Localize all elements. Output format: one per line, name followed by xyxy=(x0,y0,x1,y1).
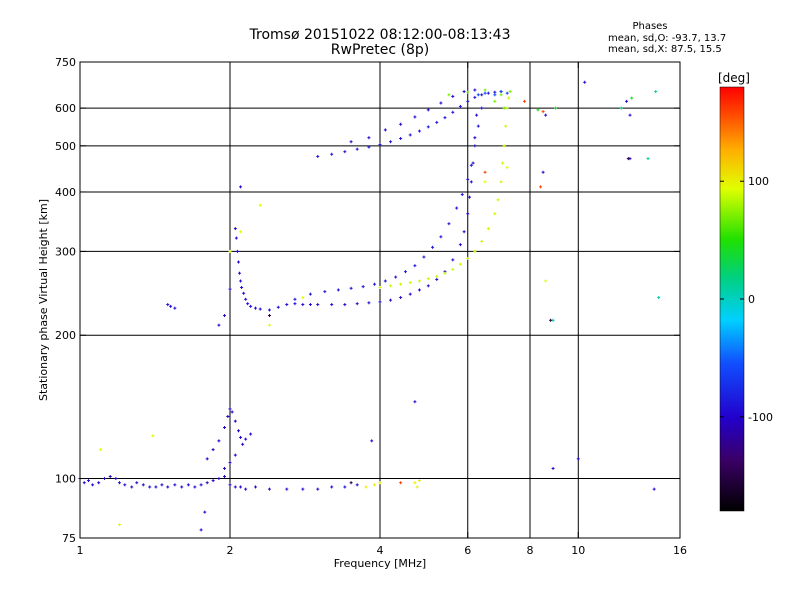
x-tick-label: 16 xyxy=(673,544,687,557)
x-tick-label: 10 xyxy=(571,544,585,557)
phases-o-stats: mean, sd,O: -93.7, 13.7 xyxy=(608,33,727,44)
y-axis-label: Stationary phase Virtual Height [km] xyxy=(37,199,50,401)
phases-title: Phases xyxy=(632,21,668,32)
y-tick-label: 300 xyxy=(55,245,76,258)
grid-lines xyxy=(80,62,680,538)
colorbar-ticks: 100 0 -100 xyxy=(720,175,773,424)
y-tick-label: 500 xyxy=(55,140,76,153)
y-tick-label: 75 xyxy=(62,532,76,545)
axis-ticks xyxy=(79,61,681,539)
y-tick-label: 600 xyxy=(55,102,76,115)
chart-subtitle: RwPretec (8p) xyxy=(330,42,430,58)
y-tick-label: 400 xyxy=(55,186,76,199)
x-tick-label: 2 xyxy=(227,544,234,557)
y-tick-label: 100 xyxy=(55,473,76,486)
x-tick-label: 1 xyxy=(77,544,84,557)
x-axis-label: Frequency [MHz] xyxy=(334,557,426,570)
phases-x-stats: mean, sd,X: 87.5, 15.5 xyxy=(608,44,722,55)
colorbar-label: [deg] xyxy=(718,71,750,85)
colorbar-tick-label: 0 xyxy=(748,293,755,306)
colorbar-tick-label: -100 xyxy=(748,411,773,424)
y-tick-label: 200 xyxy=(55,329,76,342)
chart-title: Tromsø 20151022 08:12:00-08:13:43 xyxy=(249,27,511,43)
x-tick-label: 8 xyxy=(527,544,534,557)
colorbar-tick-label: 100 xyxy=(748,175,769,188)
axis-tick-labels: 1 2 4 6 8 10 16 75 100 200 300 400 500 600 750 xyxy=(55,56,687,557)
x-tick-label: 4 xyxy=(377,544,384,557)
y-tick-label: 750 xyxy=(55,56,76,69)
data-points xyxy=(78,80,661,532)
x-tick-label: 6 xyxy=(464,544,471,557)
